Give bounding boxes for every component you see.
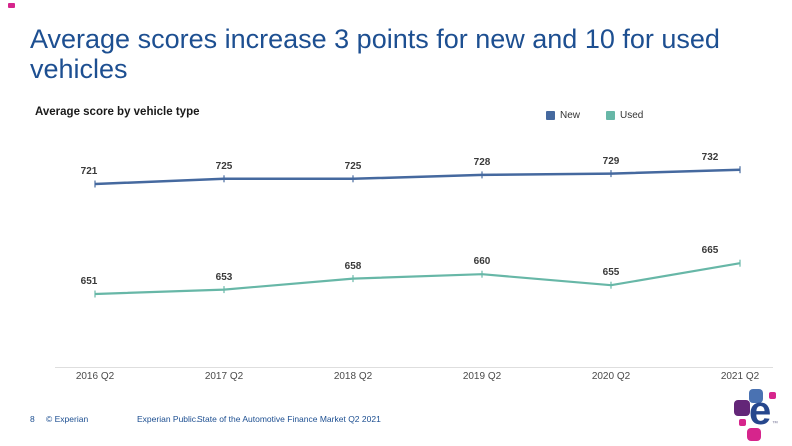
x-axis-label: 2019 Q2 (462, 371, 502, 382)
data-label-new: 732 (701, 151, 719, 163)
data-label-new: 725 (215, 160, 233, 172)
data-label-new: 729 (602, 155, 620, 167)
data-label-used: 665 (701, 245, 719, 257)
chart-title: Average score by vehicle type (35, 106, 200, 118)
page-number: 8 (30, 414, 35, 424)
logo-blue-square (749, 389, 763, 403)
legend-label-new: New (560, 110, 581, 121)
logo-magenta-square-small-bottom (739, 419, 746, 426)
legend-item-new: New (546, 110, 580, 121)
x-axis-label: 2021 Q2 (720, 371, 760, 382)
data-label-used: 655 (602, 267, 620, 279)
data-label-used: 658 (344, 260, 362, 272)
data-label-new: 721 (80, 166, 98, 177)
legend-swatch-new (546, 111, 555, 120)
logo-trademark: ™ (772, 421, 778, 427)
experian-logo: e ™ (734, 385, 792, 445)
slide-accent-dot (8, 3, 15, 8)
logo-purple-square (734, 400, 750, 416)
x-axis-label: 2016 Q2 (75, 371, 115, 382)
data-label-new: 725 (344, 160, 362, 172)
chart-legend: New Used (546, 110, 643, 121)
x-axis-label: 2020 Q2 (591, 371, 631, 382)
logo-magenta-square-small-top (769, 392, 776, 399)
x-axis-label: 2018 Q2 (333, 371, 373, 382)
data-label-used: 651 (80, 276, 98, 287)
logo-magenta-square (747, 428, 761, 441)
used-series-line (94, 262, 741, 296)
data-label-new: 728 (473, 156, 491, 168)
data-label-used: 660 (473, 256, 491, 268)
legend-item-used: Used (606, 110, 643, 121)
classification-text: Experian Public. (137, 414, 199, 424)
slide-title: Average scores increase 3 points for new… (30, 24, 720, 84)
x-axis-label: 2017 Q2 (204, 371, 244, 382)
x-axis-line (55, 367, 773, 368)
data-label-used: 653 (215, 271, 233, 283)
copyright-text: © Experian (46, 414, 89, 424)
legend-swatch-used (606, 111, 616, 120)
report-title-text: State of the Automotive Finance Market Q… (197, 414, 381, 424)
new-series-line (94, 168, 741, 186)
logo-letter-e: e (749, 389, 772, 433)
legend-label-used: Used (620, 110, 644, 121)
